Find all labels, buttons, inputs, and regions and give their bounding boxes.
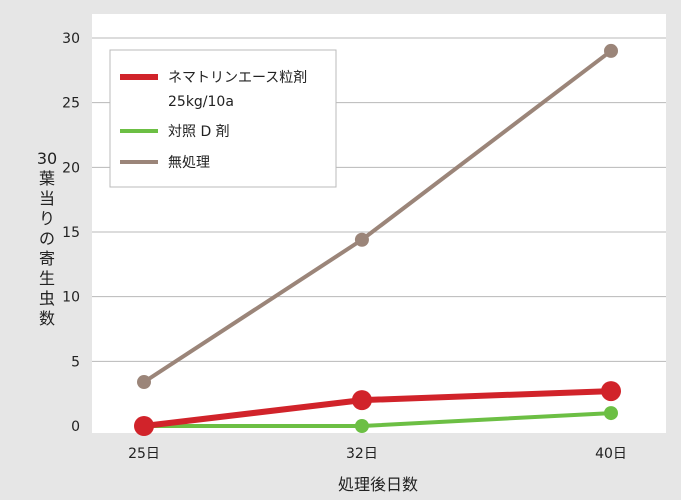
legend-label: 無処理 [168, 155, 210, 171]
y-tick-label: 30 [62, 31, 80, 47]
x-tick-label: 40日 [595, 446, 627, 462]
data-point [604, 44, 618, 58]
legend-label: ネマトリンエース粒剤 [168, 70, 307, 86]
y-tick-label: 10 [62, 290, 80, 306]
x-axis-title: 処理後日数 [338, 475, 418, 494]
y-tick-label: 15 [62, 225, 80, 241]
data-point [355, 419, 369, 433]
data-point [355, 233, 369, 247]
y-axis-title: 30 葉当りの寄生虫数 [37, 149, 57, 328]
data-point [352, 390, 372, 410]
x-tick-label: 25日 [128, 446, 160, 462]
x-tick-labels: 25日 32日 40日 [128, 446, 627, 462]
x-tick-label: 32日 [346, 446, 378, 462]
data-point [134, 416, 154, 436]
legend-label-line2: 25kg/10a [168, 94, 234, 110]
y-tick-label: 0 [71, 419, 80, 435]
data-point [137, 375, 151, 389]
data-point [601, 381, 621, 401]
y-tick-label: 20 [62, 160, 80, 176]
legend-label: 対照 D 剤 [168, 124, 230, 140]
y-tick-labels: 0 5 10 15 20 25 30 [62, 31, 80, 435]
y-tick-label: 25 [62, 96, 80, 112]
data-point [604, 406, 618, 420]
y-tick-label: 5 [71, 354, 80, 370]
